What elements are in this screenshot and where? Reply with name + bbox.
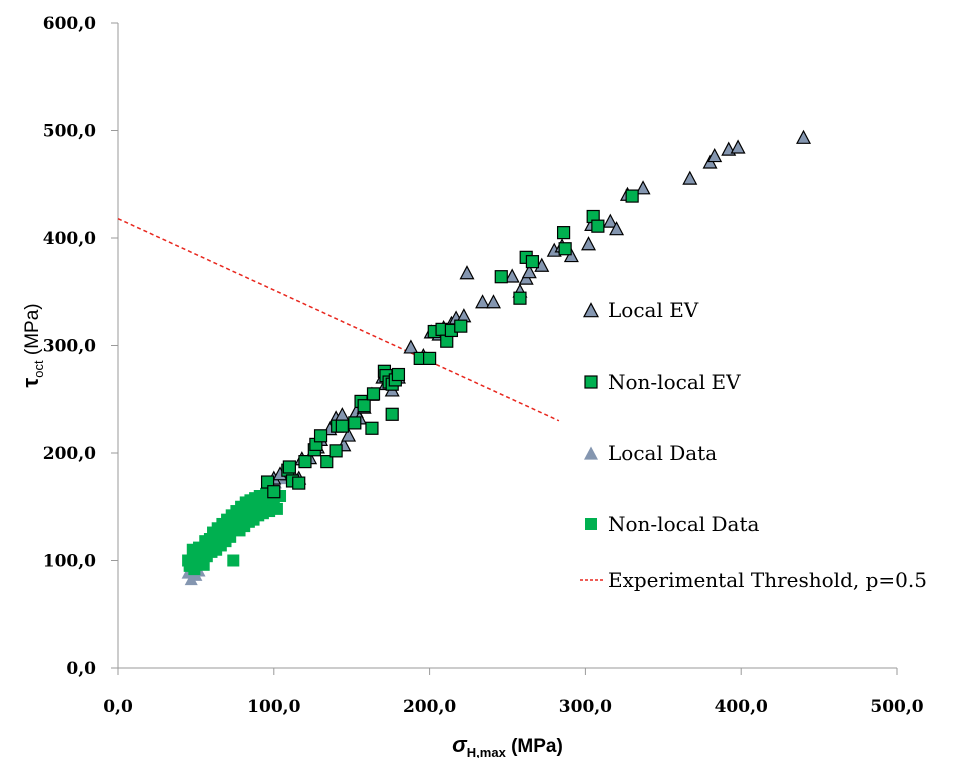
data-point (282, 460, 296, 474)
data-point (485, 294, 501, 309)
data-point (454, 319, 468, 333)
data-point (609, 221, 625, 236)
data-point (313, 429, 328, 443)
data-point (504, 268, 520, 283)
series-non-local-data (182, 487, 287, 576)
data-point (292, 476, 306, 490)
x-axis-title: σH,max (MPa) (452, 732, 563, 758)
data-point (556, 226, 571, 240)
axes: 0,0 100,0 200,0 300,0 400,0 500,0 600,0 0,0 100,… (43, 14, 924, 717)
data-point (365, 421, 379, 435)
data-point (423, 351, 437, 365)
data-point (298, 455, 312, 469)
data-point (329, 444, 343, 458)
data-point (227, 554, 240, 567)
axis-titles: σH,max (MPa) τoct (MPa) (18, 303, 563, 760)
y-tick-label: 300,0 (43, 337, 96, 357)
data-point (513, 291, 527, 305)
data-point (521, 264, 537, 279)
data-point (348, 416, 362, 430)
data-point (366, 387, 381, 401)
y-tick-label: 0,0 (66, 659, 96, 679)
data-point (270, 502, 283, 515)
data-point (602, 213, 618, 228)
legend-label: Non-local Data (608, 512, 759, 536)
data-point (625, 189, 639, 203)
data-point (707, 147, 723, 163)
data-point (682, 170, 698, 185)
legend-label: Experimental Threshold, p=0.5 (608, 568, 927, 592)
data-point (475, 294, 491, 309)
data-point (796, 129, 812, 144)
data-point (267, 485, 281, 499)
y-axis-title: τoct (MPa) (18, 303, 46, 387)
legend-marker (585, 518, 597, 530)
data-point (563, 247, 579, 263)
x-tick-label: 300,0 (559, 697, 612, 717)
data-point (385, 407, 399, 421)
x-tick-label: 200,0 (403, 697, 456, 717)
data-point (730, 139, 746, 154)
series-non-local-ev (260, 189, 639, 499)
x-tick-label: 500,0 (870, 697, 923, 717)
data-point (558, 242, 572, 256)
data-point (591, 219, 605, 233)
legend-label: Local Data (608, 441, 717, 465)
legend-marker (584, 375, 598, 389)
legend-marker (583, 302, 599, 318)
legend-label: Local EV (608, 298, 699, 322)
legend: Local EV Non-local EV Local Data Non-local … (580, 298, 927, 592)
data-point (494, 270, 508, 284)
y-tick-label: 200,0 (43, 444, 96, 464)
data-point (459, 265, 475, 280)
x-tick-label: 0,0 (103, 697, 133, 717)
x-tick-label: 400,0 (715, 697, 768, 717)
data-point (525, 255, 540, 269)
data-point (581, 236, 597, 251)
threshold-line-layer (117, 217, 560, 422)
data-point (403, 339, 419, 354)
y-tick-label: 400,0 (43, 229, 96, 249)
data-point (335, 419, 349, 433)
threshold-line (117, 217, 560, 422)
y-tick-label: 100,0 (43, 552, 96, 572)
legend-marker (584, 446, 598, 460)
legend-label: Non-local EV (608, 370, 741, 394)
data-point (391, 367, 406, 382)
data-point (320, 455, 334, 469)
x-tick-label: 100,0 (247, 697, 300, 717)
y-tick-label: 500,0 (43, 122, 96, 142)
data-points (181, 129, 812, 586)
data-point (357, 399, 371, 413)
y-tick-label: 600,0 (43, 14, 96, 34)
data-point (341, 427, 357, 442)
data-point (635, 180, 651, 195)
